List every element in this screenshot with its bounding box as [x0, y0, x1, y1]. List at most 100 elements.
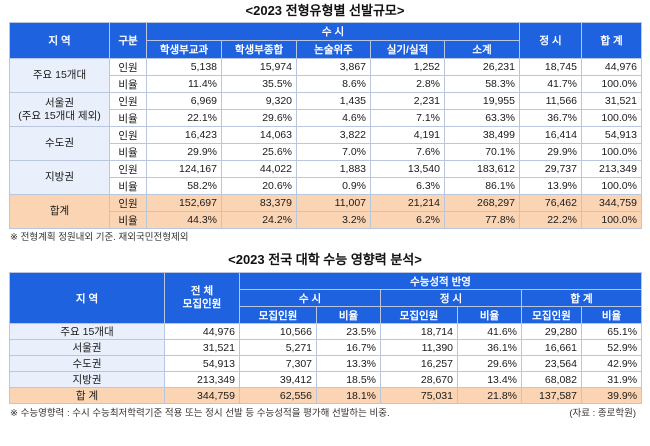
value-cell: 15,974 [221, 58, 297, 76]
value-cell: 70.1% [444, 143, 520, 161]
value-cell: 31.9% [580, 371, 643, 388]
value-cell: 1,252 [370, 58, 445, 76]
value-cell: 62,556 [239, 387, 317, 404]
header-susi-col: 실기/실적 [370, 40, 445, 59]
value-cell: 39.9% [580, 387, 643, 404]
value-cell: 152,697 [146, 194, 222, 212]
value-cell: 31,521 [164, 339, 240, 356]
header-total: 합 계 [581, 22, 642, 59]
value-cell: 100.0% [581, 109, 642, 127]
value-cell: 36.1% [457, 339, 522, 356]
selection-scale-table: 지 역 구분 수 시 정 시 합 계 학생부교과 학생부종합 논술위주 실기/실… [9, 22, 642, 229]
value-cell: 29,737 [519, 160, 582, 178]
category-cell: 인원 [109, 58, 147, 76]
value-cell: 29.9% [146, 143, 222, 161]
value-cell: 18,745 [519, 58, 582, 76]
table-row: 비율 22.1% 29.6% 4.6% 7.1% 63.3% 36.7% 100.0% [10, 109, 642, 127]
header-jeongsi: 정 시 [519, 22, 582, 59]
value-cell: 58.3% [444, 75, 520, 93]
value-cell: 42.9% [580, 355, 643, 372]
value-cell: 344,759 [164, 387, 240, 404]
value-cell: 29,280 [521, 323, 582, 340]
value-cell: 16,414 [519, 126, 582, 144]
table2-note: ※ 수능영향력 : 수시 수능최저학력기준 적용 또는 정시 선발 등 수능성적… [10, 408, 390, 419]
value-cell: 44,022 [221, 160, 297, 178]
region-cell: 수도권 [9, 355, 165, 372]
table-row: 지방권 213,349 39,412 18.5% 28,670 13.4% 68,082 31… [9, 371, 643, 388]
header-total-recruit: 전 체 모집인원 [164, 272, 240, 324]
header-susi-col: 논술위주 [296, 40, 371, 59]
header-gubun: 구분 [109, 22, 147, 59]
category-cell: 비율 [109, 109, 147, 127]
category-cell: 비율 [109, 143, 147, 161]
value-cell: 183,612 [444, 160, 520, 178]
value-cell: 6.2% [370, 211, 445, 229]
header-region: 지 역 [9, 272, 165, 324]
value-cell: 7.6% [370, 143, 445, 161]
value-cell: 4.6% [296, 109, 371, 127]
header-susi: 수 시 [239, 289, 381, 307]
header-susi-col: 학생부종합 [221, 40, 297, 59]
value-cell: 344,759 [581, 194, 642, 212]
table1-title: <2023 전형유형별 선발규모> [245, 3, 405, 18]
value-cell: 9,320 [221, 92, 297, 110]
region-cell: 수도권 [9, 126, 110, 161]
value-cell: 8.6% [296, 75, 371, 93]
region-cell: 주요 15개대 [9, 58, 110, 93]
value-cell: 86.1% [444, 177, 520, 195]
value-cell: 5,138 [146, 58, 222, 76]
value-cell: 4,191 [370, 126, 445, 144]
value-cell: 29.6% [221, 109, 297, 127]
table-row: 합계 인원 152,697 83,379 11,007 21,214 268,297 76,4… [9, 194, 642, 229]
value-cell: 65.1% [580, 323, 643, 340]
value-cell: 54,913 [164, 355, 240, 372]
category-cell: 인원 [109, 92, 147, 110]
category-cell: 인원 [109, 194, 147, 212]
value-cell: 16,423 [146, 126, 222, 144]
value-cell: 13.4% [457, 371, 522, 388]
table-row: 지방권 인원 124,167 44,022 1,883 13,540 183,612 29,7… [9, 160, 642, 195]
header-recruit: 모집인원 [380, 306, 458, 324]
table-row: 합 계 344,759 62,556 18.1% 75,031 21.8% 137,587 3… [9, 387, 643, 404]
value-cell: 38,499 [444, 126, 520, 144]
table-row: 주요 15개대 인원 5,138 15,974 3,867 1,252 26,231 18,7… [9, 58, 642, 93]
value-cell: 36.7% [519, 109, 582, 127]
header-susi-col: 소계 [444, 40, 520, 59]
value-cell: 100.0% [581, 143, 642, 161]
value-cell: 100.0% [581, 75, 642, 93]
value-cell: 52.9% [580, 339, 643, 356]
value-cell: 44,976 [581, 58, 642, 76]
table-row: 서울권 31,521 5,271 16.7% 11,390 36.1% 16,661 52.9… [9, 339, 643, 356]
value-cell: 77.8% [444, 211, 520, 229]
value-cell: 21.8% [457, 387, 522, 404]
table-row: 비율 11.4% 35.5% 8.6% 2.8% 58.3% 41.7% 100.0% [10, 75, 642, 93]
value-cell: 21,214 [370, 194, 445, 212]
value-cell: 44.3% [146, 211, 222, 229]
value-cell: 2.8% [370, 75, 445, 93]
header-region: 지 역 [9, 22, 110, 59]
header-total: 합 계 [520, 289, 643, 307]
value-cell: 44,976 [164, 323, 240, 340]
value-cell: 28,670 [380, 371, 458, 388]
table-row: 서울권 (주요 15개대 제외) 인원 6,969 9,320 1,435 2,231 19… [9, 92, 642, 127]
value-cell: 22.1% [146, 109, 222, 127]
value-cell: 18.5% [316, 371, 381, 388]
region-cell: 지방권 [9, 160, 110, 195]
value-cell: 35.5% [221, 75, 297, 93]
value-cell: 100.0% [581, 211, 642, 229]
value-cell: 3.2% [296, 211, 371, 229]
value-cell: 3,822 [296, 126, 371, 144]
value-cell: 24.2% [221, 211, 297, 229]
category-cell: 비율 [109, 177, 147, 195]
value-cell: 25.6% [221, 143, 297, 161]
value-cell: 11,007 [296, 194, 371, 212]
value-cell: 20.6% [221, 177, 297, 195]
header-jeongsi: 정 시 [380, 289, 522, 307]
header-ratio: 비율 [316, 306, 381, 324]
suneung-influence-table: 지 역 전 체 모집인원 수능성적 반영 수 시 정 시 합 계 모집인원 비율… [9, 272, 643, 404]
value-cell: 14,063 [221, 126, 297, 144]
value-cell: 1,435 [296, 92, 371, 110]
value-cell: 16,257 [380, 355, 458, 372]
value-cell: 54,913 [581, 126, 642, 144]
value-cell: 39,412 [239, 371, 317, 388]
